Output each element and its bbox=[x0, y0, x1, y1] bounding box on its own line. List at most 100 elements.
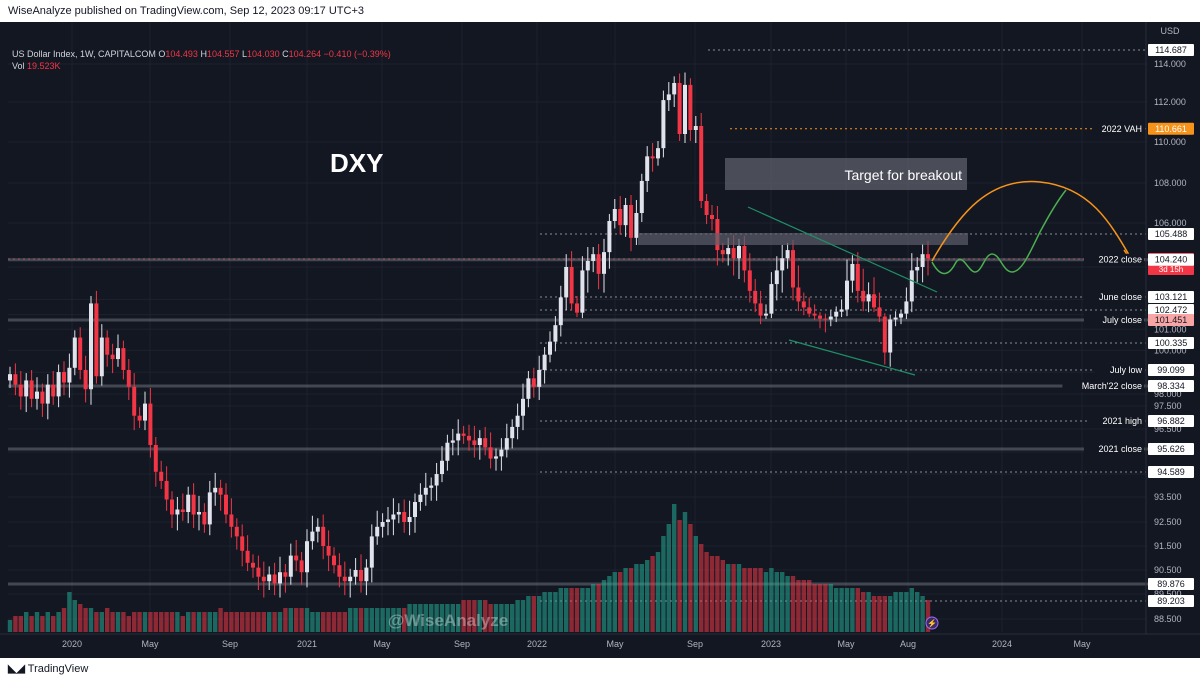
price-tag-value: 103.121 bbox=[1155, 292, 1188, 302]
candle-body bbox=[456, 433, 461, 441]
candle-body bbox=[132, 386, 137, 416]
candle-body bbox=[629, 205, 633, 238]
price-tag: 99.099 July low bbox=[1094, 364, 1194, 376]
candle-body bbox=[494, 456, 498, 459]
volume-bar bbox=[445, 604, 450, 632]
x-tick-label: 2020 bbox=[62, 639, 82, 649]
x-tick-label: May bbox=[837, 639, 855, 649]
wedge-upper bbox=[747, 206, 938, 293]
candle-body bbox=[656, 148, 660, 159]
candle-body bbox=[51, 384, 56, 397]
candle-body bbox=[769, 284, 774, 314]
price-tag-value: 89.876 bbox=[1157, 579, 1185, 589]
legend-line-2: Vol 19.523K bbox=[12, 61, 61, 71]
candle-body bbox=[710, 215, 714, 219]
candle-body bbox=[548, 341, 552, 355]
candle-body bbox=[24, 380, 29, 397]
volume-bar bbox=[839, 588, 844, 632]
volume-bar bbox=[558, 588, 563, 632]
candle-body bbox=[315, 526, 320, 532]
candle-body bbox=[418, 494, 423, 502]
candle-body bbox=[413, 502, 417, 517]
symbol-legend: US Dollar Index, 1W, CAPITALCOM O104.493… bbox=[12, 48, 391, 72]
volume-bar bbox=[294, 608, 299, 632]
candle-body bbox=[677, 83, 682, 134]
price-tag-bg bbox=[1148, 578, 1194, 590]
x-tick-label: 2023 bbox=[761, 639, 781, 649]
price-tag-bg bbox=[1148, 415, 1194, 427]
y-tick-label: 106.000 bbox=[1154, 218, 1187, 228]
volume-bar bbox=[261, 612, 266, 632]
y-axis: 114.000112.000110.000108.000106.000104.0… bbox=[1145, 22, 1187, 634]
level-band bbox=[8, 582, 1148, 586]
volume-bar bbox=[909, 588, 914, 632]
candle-body bbox=[504, 438, 509, 450]
currency-label: USD bbox=[1160, 26, 1180, 36]
price-tag: 103.121 June close bbox=[1084, 291, 1194, 303]
level-label: 2021 high bbox=[1102, 416, 1142, 426]
volume-bar bbox=[585, 588, 590, 632]
x-tick-label: May bbox=[141, 639, 159, 649]
candle-body bbox=[364, 567, 369, 582]
price-tag-value: 96.882 bbox=[1157, 416, 1185, 426]
volume-bar bbox=[78, 604, 83, 632]
candle-body bbox=[434, 474, 439, 486]
volume-bar bbox=[650, 556, 655, 632]
price-tag-bg bbox=[1148, 122, 1194, 135]
candle-body bbox=[575, 303, 579, 313]
volume-bar bbox=[488, 604, 493, 632]
volume-bar bbox=[688, 524, 693, 632]
level-label-bg bbox=[1062, 380, 1144, 392]
candle-body bbox=[834, 311, 839, 317]
candle-body bbox=[915, 267, 920, 271]
candle-body bbox=[699, 126, 704, 201]
volume-bar bbox=[801, 580, 806, 632]
candle-body bbox=[245, 550, 250, 563]
volume-bar bbox=[753, 568, 758, 632]
candle-body bbox=[450, 440, 455, 443]
candle-body bbox=[175, 509, 180, 515]
volume-bar bbox=[40, 616, 45, 632]
candle-body bbox=[893, 317, 898, 320]
volume-bar bbox=[94, 612, 99, 632]
price-tag: 89.876 bbox=[1148, 578, 1194, 590]
price-tag-value: 110.661 bbox=[1155, 124, 1187, 134]
volume-bar bbox=[142, 612, 148, 632]
chart-area[interactable]: Target for breakout DXY @WiseAnalyze ⚡ 1… bbox=[0, 22, 1200, 658]
candle-body bbox=[229, 514, 234, 527]
candle-body bbox=[153, 445, 158, 472]
candle-body bbox=[283, 572, 288, 577]
chart-svg[interactable]: Target for breakout DXY @WiseAnalyze ⚡ 1… bbox=[0, 22, 1200, 658]
level-band bbox=[8, 318, 1148, 322]
volume-bar bbox=[823, 584, 828, 632]
level-label-bg bbox=[1084, 443, 1144, 455]
candle-body bbox=[537, 369, 542, 387]
volume-bar bbox=[564, 588, 569, 632]
level-label: June close bbox=[1099, 292, 1142, 302]
volume-bar bbox=[672, 504, 677, 632]
volume-bars bbox=[7, 504, 931, 632]
resistance-zone bbox=[638, 233, 968, 245]
candle-body bbox=[747, 270, 752, 291]
price-tag-value: 102.472 bbox=[1155, 305, 1188, 315]
volume-bar bbox=[88, 608, 94, 632]
candle-body bbox=[920, 254, 925, 267]
volume-bar bbox=[574, 588, 580, 632]
candle-body bbox=[143, 403, 147, 421]
volume-bar bbox=[915, 592, 920, 632]
candle-body bbox=[828, 316, 833, 320]
price-tag: 95.626 2021 close bbox=[1084, 443, 1194, 455]
level-label: 2021 close bbox=[1098, 444, 1142, 454]
candle-body bbox=[186, 494, 191, 512]
volume-bar bbox=[153, 612, 158, 632]
volume-bar bbox=[61, 608, 67, 632]
candle-body bbox=[256, 567, 261, 577]
volume-bar bbox=[893, 592, 898, 632]
candle-body bbox=[445, 442, 450, 461]
price-tag-bg bbox=[1148, 380, 1194, 392]
volume-bar bbox=[483, 600, 488, 632]
flash-icon[interactable] bbox=[925, 616, 939, 630]
volume-bar bbox=[423, 604, 428, 632]
volume-bar bbox=[785, 576, 790, 632]
